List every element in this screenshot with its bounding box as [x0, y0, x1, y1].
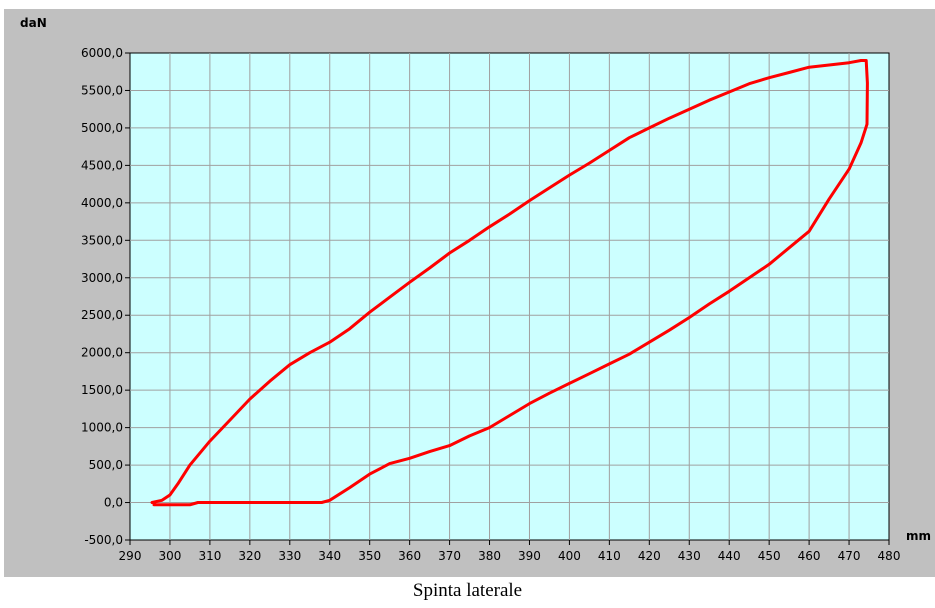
x-tick-label: 480	[878, 549, 901, 563]
chart-panel: 290 300 310 320 330 340 350 360 370 380 390 400 410 4…	[4, 9, 935, 577]
y-tick-label: 4000,0	[81, 196, 123, 210]
chart-title: Spinta laterale	[412, 580, 523, 601]
y-tick-label: 0,0	[104, 496, 123, 510]
x-tick-label: 350	[358, 549, 381, 563]
y-tick-label: 2000,0	[81, 346, 123, 360]
chart-svg: 290 300 310 320 330 340 350 360 370 380 390 400 410 4…	[20, 16, 931, 563]
y-tick-label: 1000,0	[81, 421, 123, 435]
x-tick-label: 400	[558, 549, 581, 563]
x-tick-label: 290	[119, 549, 142, 563]
x-tick-label: 420	[638, 549, 661, 563]
series-layer	[150, 59, 869, 507]
x-tick-label: 310	[198, 549, 221, 563]
y-axis-label: daN	[20, 16, 47, 30]
x-tick-label: 440	[718, 549, 741, 563]
y-tick-label: 4500,0	[81, 158, 123, 172]
y-tick-label: 2500,0	[81, 308, 123, 322]
y-tick-label: 1500,0	[81, 383, 123, 397]
y-tick-label: 6000,0	[81, 46, 123, 60]
y-tick-label: -500,0	[84, 533, 123, 547]
grid-layer	[130, 53, 889, 540]
y-tick-label: 5500,0	[81, 83, 123, 97]
x-tick-label: 470	[838, 549, 861, 563]
plot-area	[129, 52, 890, 541]
y-tick-label: 3500,0	[81, 233, 123, 247]
y-tick-label: 500,0	[89, 458, 123, 472]
y-tick-label: 3000,0	[81, 271, 123, 285]
x-tick-label: 300	[158, 549, 181, 563]
x-tick-label: 410	[598, 549, 621, 563]
x-tick-label: 340	[318, 549, 341, 563]
x-tick-label: 320	[238, 549, 261, 563]
x-tick-label: 390	[518, 549, 541, 563]
x-tick-label: 330	[278, 549, 301, 563]
x-tick-label: 360	[398, 549, 421, 563]
x-tick-label: 370	[438, 549, 461, 563]
x-tick-label: 380	[478, 549, 501, 563]
x-tick-label: 450	[758, 549, 781, 563]
y-tick-label: 5000,0	[81, 121, 123, 135]
x-axis-label: mm	[906, 529, 931, 543]
series-line	[150, 59, 869, 507]
x-tick-label: 430	[678, 549, 701, 563]
tick-layer: 290 300 310 320 330 340 350 360 370 380 390 400 410 4…	[81, 46, 900, 563]
x-tick-label: 460	[798, 549, 821, 563]
